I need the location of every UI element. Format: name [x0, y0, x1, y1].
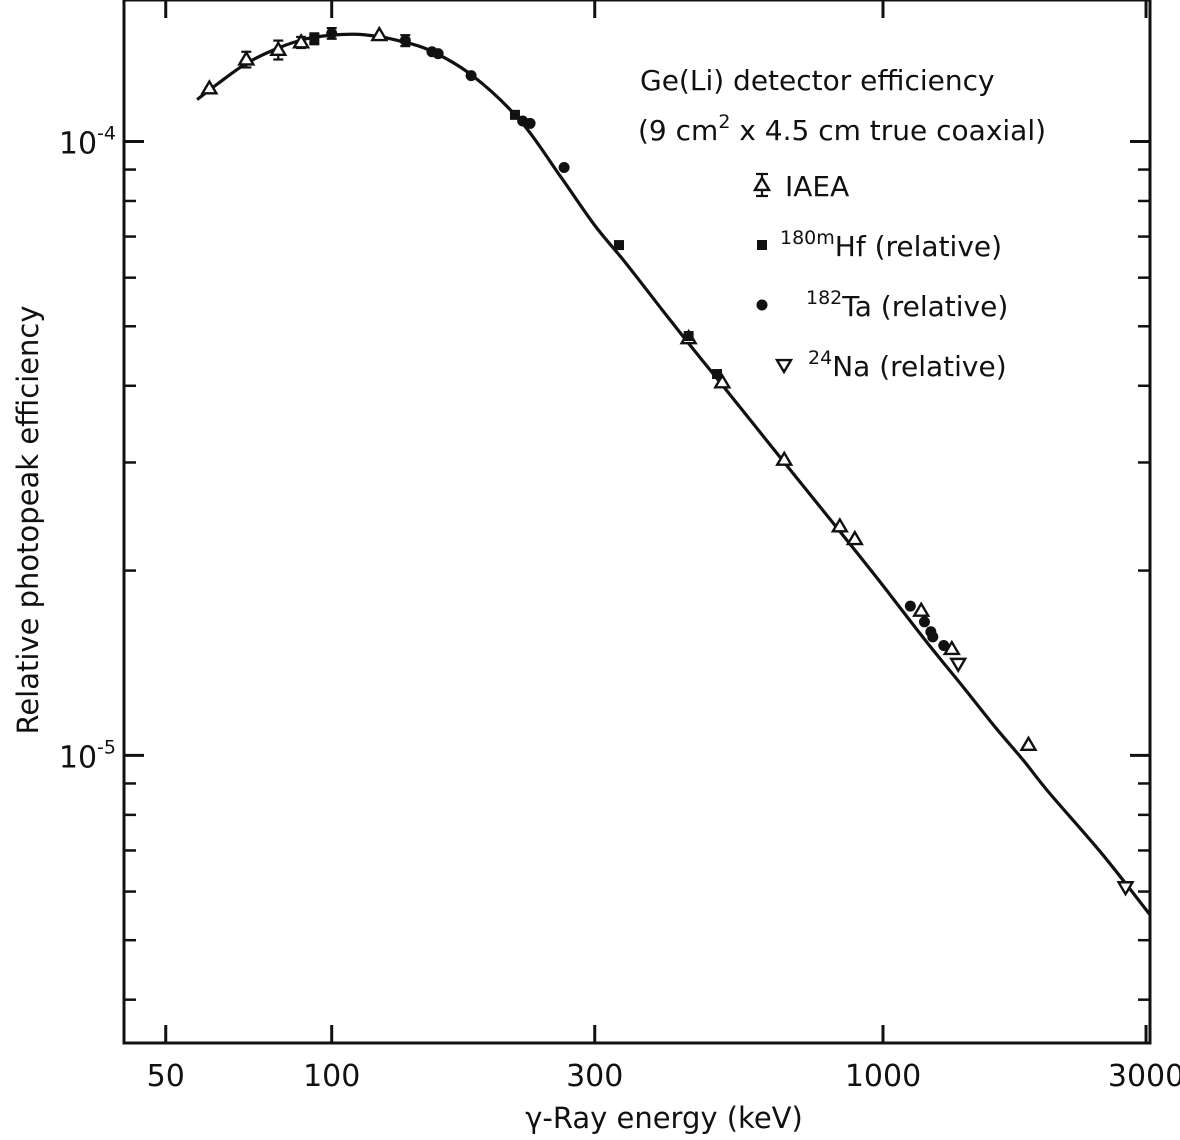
- legend-symbol: [774, 358, 794, 375]
- data-point: [509, 109, 520, 120]
- data-point: [269, 40, 288, 56]
- data-point: [830, 517, 849, 533]
- data-point: [775, 450, 794, 466]
- data-point: [1019, 735, 1038, 752]
- data-point: [237, 50, 256, 66]
- data-point: [465, 70, 477, 82]
- x-axis-ticks: 50 100 300 1000 3000: [147, 0, 1180, 1094]
- x-axis-title: γ-Ray energy (keV): [525, 1101, 803, 1135]
- data-point: [713, 373, 732, 389]
- x-tick-label: 3000: [1108, 1059, 1180, 1094]
- data-point: [200, 79, 219, 95]
- y-tick-label: 10-5: [59, 736, 116, 775]
- legend-label: 24Na (relative): [808, 347, 1007, 383]
- x-tick-label: 50: [147, 1059, 185, 1094]
- data-point: [399, 35, 411, 47]
- legend-symbol: [757, 240, 767, 250]
- data-point: [904, 600, 916, 612]
- data-point: [938, 640, 950, 652]
- data-point: [432, 48, 444, 60]
- legend-symbol: [756, 299, 768, 311]
- annotation-line-1: Ge(Li) detector efficiency: [640, 64, 995, 97]
- data-point: [712, 369, 723, 380]
- y-tick-label: 10-4: [59, 122, 116, 161]
- data-point: [918, 616, 930, 628]
- chart-annotation: Ge(Li) detector efficiency (9 cm2 x 4.5 …: [638, 64, 1046, 147]
- data-point: [326, 27, 338, 39]
- data-points: [200, 25, 1135, 897]
- x-tick-label: 100: [303, 1059, 360, 1094]
- data-point: [845, 529, 864, 546]
- data-point: [683, 331, 694, 342]
- plot-frame: [122, 0, 1152, 1045]
- data-point: [309, 33, 320, 44]
- legend: IAEA 180mHf (relative) 182Ta (relative) 24N…: [752, 170, 1008, 383]
- data-point: [1116, 881, 1135, 897]
- data-point: [927, 631, 939, 643]
- data-point: [912, 601, 931, 617]
- legend-symbol: [752, 175, 772, 192]
- x-tick-label: 300: [566, 1059, 623, 1094]
- data-point: [614, 240, 625, 251]
- legend-label: 182Ta (relative): [806, 287, 1008, 323]
- data-point: [524, 117, 536, 129]
- data-point: [949, 657, 968, 674]
- efficiency-fit-curve: [196, 32, 1152, 916]
- y-axis-ticks: 10-4 10-5: [59, 122, 1150, 1001]
- data-point: [291, 33, 311, 49]
- y-axis-title: Relative photopeak efficiency: [11, 305, 45, 734]
- legend-label: 180mHf (relative): [780, 227, 1002, 263]
- data-point: [558, 161, 570, 173]
- legend-label: IAEA: [785, 170, 849, 203]
- x-tick-label: 1000: [845, 1059, 921, 1094]
- annotation-line-2: (9 cm2 x 4.5 cm true coaxial): [638, 111, 1046, 147]
- data-point: [370, 25, 389, 42]
